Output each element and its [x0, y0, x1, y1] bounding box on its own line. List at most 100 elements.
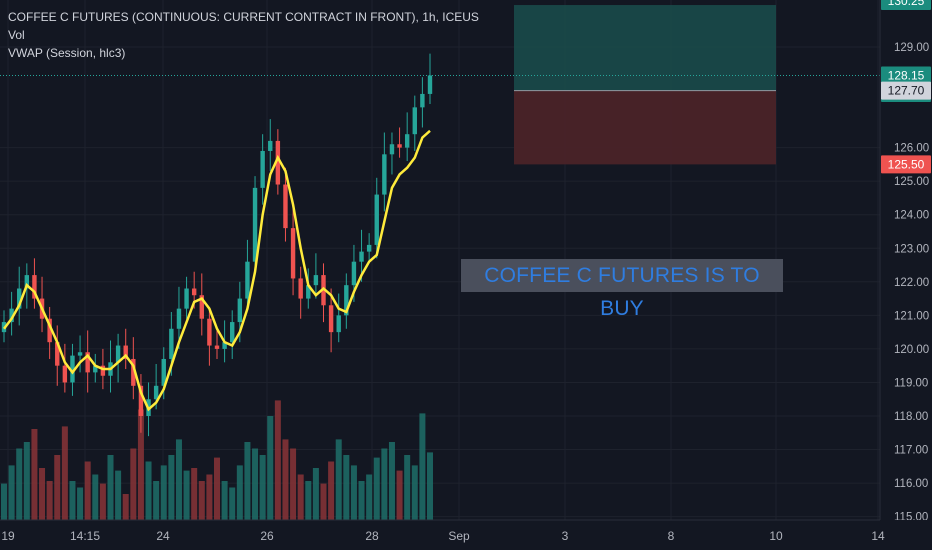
volume-bar — [427, 452, 433, 520]
volume-bar — [61, 426, 68, 520]
volume-bar — [160, 465, 167, 520]
price-tick-label: 124.00 — [894, 210, 929, 222]
candle-body — [9, 308, 14, 323]
candle-body — [138, 385, 144, 416]
volume-bar — [107, 455, 114, 520]
volume-bar — [419, 413, 426, 520]
candle-body — [47, 318, 52, 343]
candle-body — [252, 187, 258, 262]
volume-bar — [381, 448, 388, 520]
candle-body — [313, 275, 319, 286]
volume-bar — [145, 461, 152, 520]
volume-bar — [122, 494, 129, 520]
target-price-badge: 130.25 — [888, 0, 925, 8]
loss-zone[interactable] — [514, 90, 776, 165]
volume-bar — [39, 468, 46, 520]
time-tick-label: 8 — [668, 529, 675, 543]
position-zones[interactable] — [514, 5, 776, 165]
candle-body — [123, 345, 128, 359]
candle-body — [100, 365, 106, 376]
volume-bar — [404, 455, 411, 520]
volume-bar — [350, 465, 357, 520]
volume-bar — [198, 481, 205, 520]
volume-bar — [69, 481, 76, 520]
candle-body — [115, 345, 121, 363]
candle-body — [306, 285, 311, 299]
volume-bar — [229, 487, 236, 520]
candle-body — [336, 315, 341, 333]
candle-body — [77, 352, 83, 356]
volume-bar — [214, 457, 220, 520]
vwap-indicator-label[interactable]: VWAP (Session, hlc3) — [8, 46, 126, 60]
volume-bar — [282, 439, 289, 520]
candle-body — [290, 228, 296, 279]
symbol-title[interactable]: COFFEE C FUTURES (CONTINUOUS: CURRENT CO… — [8, 10, 479, 24]
candle-body — [131, 358, 136, 386]
entry-price-badge-bg — [881, 81, 931, 100]
volume-bar — [366, 474, 373, 520]
volume-bar — [16, 448, 23, 520]
time-tick-label: 26 — [260, 529, 274, 543]
candle-body — [283, 184, 288, 229]
candle-body — [17, 288, 22, 309]
volume-indicator-label[interactable]: Vol — [8, 28, 25, 42]
volume-bar — [236, 465, 243, 520]
time-tick-label: 14 — [871, 529, 885, 543]
volume-bar — [244, 442, 251, 520]
candle-body — [275, 140, 281, 185]
volume-bar — [175, 439, 182, 520]
price-tick-label: 121.00 — [894, 310, 929, 322]
price-tick-label: 129.00 — [894, 42, 929, 54]
volume-bars — [1, 400, 433, 520]
stop-price-badge: 125.50 — [888, 157, 925, 171]
volume-bar — [411, 465, 418, 520]
candle-body — [222, 342, 227, 349]
profit-zone[interactable] — [514, 5, 776, 91]
volume-bar — [290, 448, 297, 520]
candle-body — [351, 261, 357, 286]
time-tick-label: 19 — [1, 529, 15, 543]
time-tick-label: 3 — [562, 529, 569, 543]
candle-body — [207, 318, 212, 346]
candle-body — [382, 154, 387, 195]
price-tick-label: 117.00 — [894, 445, 928, 457]
candle-body — [184, 288, 189, 309]
candle-body — [359, 251, 364, 262]
volume-bar — [305, 481, 312, 520]
candle-body — [298, 278, 303, 299]
candle-body — [169, 328, 174, 359]
candlesticks — [1, 53, 433, 437]
volume-bar — [54, 455, 61, 520]
chart-legend: COFFEE C FUTURES (CONTINUOUS: CURRENT CO… — [8, 8, 479, 62]
volume-bar — [99, 483, 106, 520]
price-tick-label: 119.00 — [894, 377, 928, 389]
volume-bar — [320, 483, 327, 520]
price-tick-label: 118.00 — [894, 411, 928, 423]
volume-bar — [92, 474, 99, 520]
candle-body — [366, 244, 372, 252]
time-tick-label: 10 — [769, 529, 783, 543]
time-tick-label: 28 — [365, 529, 379, 543]
buy-annotation[interactable]: COFFEE C FUTURES IS TO BUY — [461, 259, 783, 320]
volume-bar — [168, 455, 175, 520]
volume-bar — [84, 461, 91, 520]
candle-body — [214, 345, 220, 349]
volume-bar — [183, 470, 190, 520]
candle-body — [191, 288, 197, 296]
volume-bar — [297, 474, 304, 520]
candle-body — [93, 365, 98, 373]
volume-bar — [274, 400, 281, 520]
candle-body — [55, 342, 60, 366]
candle-body — [412, 107, 417, 135]
time-tick-label: 24 — [156, 529, 170, 543]
volume-bar — [1, 483, 7, 520]
price-tick-label: 120.00 — [894, 344, 929, 356]
price-tick-label: 126.00 — [894, 143, 929, 155]
candle-body — [70, 355, 75, 383]
candle-body — [404, 134, 410, 148]
candle-body — [245, 261, 250, 299]
time-axis[interactable]: 19 14:15 24 26 28 Sep 3 8 10 14 — [0, 519, 932, 550]
candle-body — [161, 358, 166, 386]
